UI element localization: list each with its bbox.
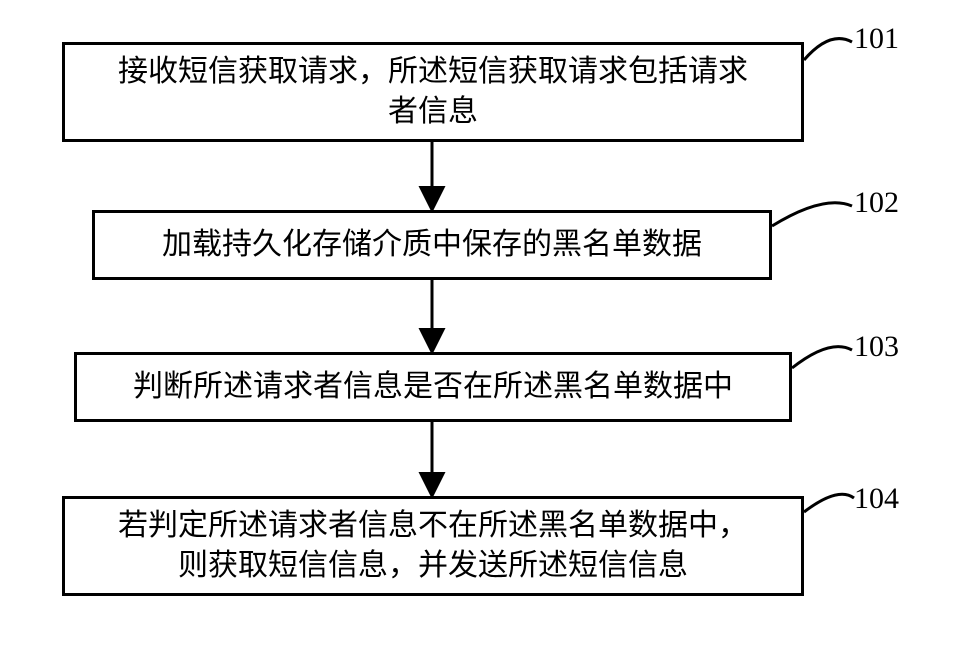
step-label-1: 101	[854, 22, 899, 56]
leader-3	[792, 347, 852, 368]
flow-node-4: 若判定所述请求者信息不在所述黑名单数据中， 则获取短信信息，并发送所述短信信息	[62, 496, 804, 596]
flow-node-1: 接收短信获取请求，所述短信获取请求包括请求 者信息	[62, 42, 804, 142]
flow-node-2: 加载持久化存储介质中保存的黑名单数据	[92, 210, 772, 280]
leader-4	[804, 494, 854, 512]
flow-node-3: 判断所述请求者信息是否在所述黑名单数据中	[74, 352, 792, 422]
step-label-2: 102	[854, 186, 899, 220]
leader-2	[772, 203, 852, 226]
step-label-3: 103	[854, 330, 899, 364]
leader-1	[804, 39, 852, 60]
step-label-4: 104	[854, 482, 899, 516]
flow-node-1-text: 接收短信获取请求，所述短信获取请求包括请求 者信息	[118, 52, 748, 133]
flow-node-4-text: 若判定所述请求者信息不在所述黑名单数据中， 则获取短信信息，并发送所述短信信息	[118, 506, 748, 587]
flowchart-canvas: 接收短信获取请求，所述短信获取请求包括请求 者信息 101 加载持久化存储介质中…	[0, 0, 960, 656]
flow-node-3-text: 判断所述请求者信息是否在所述黑名单数据中	[133, 367, 733, 408]
flow-node-2-text: 加载持久化存储介质中保存的黑名单数据	[162, 225, 702, 266]
